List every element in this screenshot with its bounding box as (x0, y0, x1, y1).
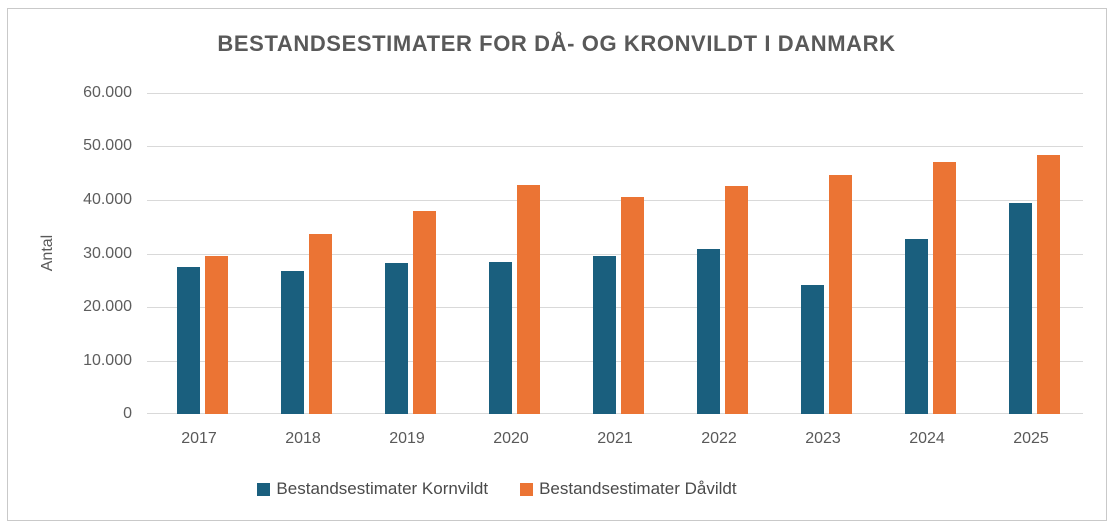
gridline (147, 146, 1083, 147)
x-tick-label-2018: 2018 (285, 430, 321, 447)
bar-bestandsestimater-kornvildt-2019 (385, 262, 408, 414)
legend-swatch-icon (520, 482, 534, 496)
y-tick-label: 30.000 (83, 245, 132, 262)
x-tick-label-2019: 2019 (389, 430, 425, 447)
legend-label: Bestandsestimater Dåvildt (539, 479, 737, 498)
bar-bestandsestimater-dåvildt-2025 (1037, 155, 1060, 414)
y-axis-tick-labels: 0 10.000 20.000 30.000 40.000 50.000 60.000 (0, 84, 132, 422)
gridline (147, 200, 1083, 201)
x-tick-label-2025: 2025 (1013, 430, 1049, 447)
y-tick-label: 50.000 (83, 137, 132, 154)
x-tick-label-2023: 2023 (805, 430, 841, 447)
plot-area: 2017 2018 2019 2020 2021 2022 2023 2024 2025 (147, 93, 1083, 447)
bar-bestandsestimater-dåvildt-2019 (413, 210, 436, 414)
bar-bestandsestimater-dåvildt-2020 (517, 185, 540, 414)
bar-bestandsestimater-kornvildt-2021 (593, 256, 616, 414)
bar-bestandsestimater-kornvildt-2024 (905, 238, 928, 414)
bar-bestandsestimater-kornvildt-2017 (177, 267, 200, 414)
y-tick-label: 40.000 (83, 191, 132, 208)
x-tick-label-2021: 2021 (597, 430, 633, 447)
legend-label: Bestandsestimater Kornvildt (276, 479, 489, 498)
bar-bestandsestimater-dåvildt-2021 (621, 196, 644, 414)
x-tick-label-2017: 2017 (181, 430, 217, 447)
bar-bestandsestimater-kornvildt-2023 (801, 284, 824, 414)
gridline (147, 93, 1083, 94)
y-tick-label: 60.000 (83, 84, 132, 101)
x-tick-label-2024: 2024 (909, 430, 945, 447)
bar-bestandsestimater-dåvildt-2022 (725, 186, 748, 414)
y-tick-label: 20.000 (83, 298, 132, 315)
bar-bestandsestimater-dåvildt-2024 (933, 161, 956, 414)
legend: Bestandsestimater Kornvildt Bestandsestim… (0, 479, 994, 499)
bar-bestandsestimater-kornvildt-2018 (281, 270, 304, 414)
bar-bestandsestimater-kornvildt-2025 (1009, 203, 1032, 414)
bar-bestandsestimater-kornvildt-2020 (489, 262, 512, 414)
x-tick-label-2020: 2020 (493, 430, 529, 447)
bar-bestandsestimater-kornvildt-2022 (697, 249, 720, 414)
x-tick-label-2022: 2022 (701, 430, 737, 447)
y-tick-label: 0 (123, 405, 132, 422)
bar-bestandsestimater-dåvildt-2023 (829, 175, 852, 414)
chart-title: BESTANDSESTIMATER FOR DÅ- OG KRONVILDT I… (217, 31, 896, 56)
gridline (147, 254, 1083, 255)
y-tick-label: 10.000 (83, 352, 132, 369)
bar-bestandsestimater-dåvildt-2017 (205, 256, 228, 414)
legend-item-bestandsestimater-kornvildt: Bestandsestimater Kornvildt (257, 479, 488, 499)
legend-swatch-icon (257, 482, 271, 496)
legend-item-bestandsestimater-dåvildt: Bestandsestimater Dåvildt (520, 479, 737, 499)
bar-bestandsestimater-dåvildt-2018 (309, 233, 332, 414)
